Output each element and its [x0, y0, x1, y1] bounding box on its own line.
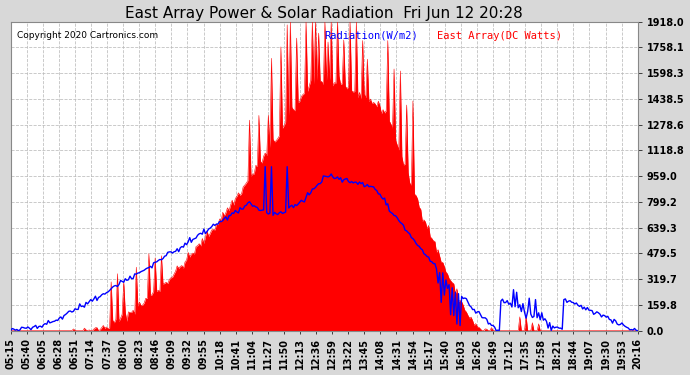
Text: East Array(DC Watts): East Array(DC Watts) [437, 31, 562, 41]
Text: Radiation(W/m2): Radiation(W/m2) [324, 31, 418, 41]
Text: Copyright 2020 Cartronics.com: Copyright 2020 Cartronics.com [17, 31, 158, 40]
Title: East Array Power & Solar Radiation  Fri Jun 12 20:28: East Array Power & Solar Radiation Fri J… [126, 6, 523, 21]
